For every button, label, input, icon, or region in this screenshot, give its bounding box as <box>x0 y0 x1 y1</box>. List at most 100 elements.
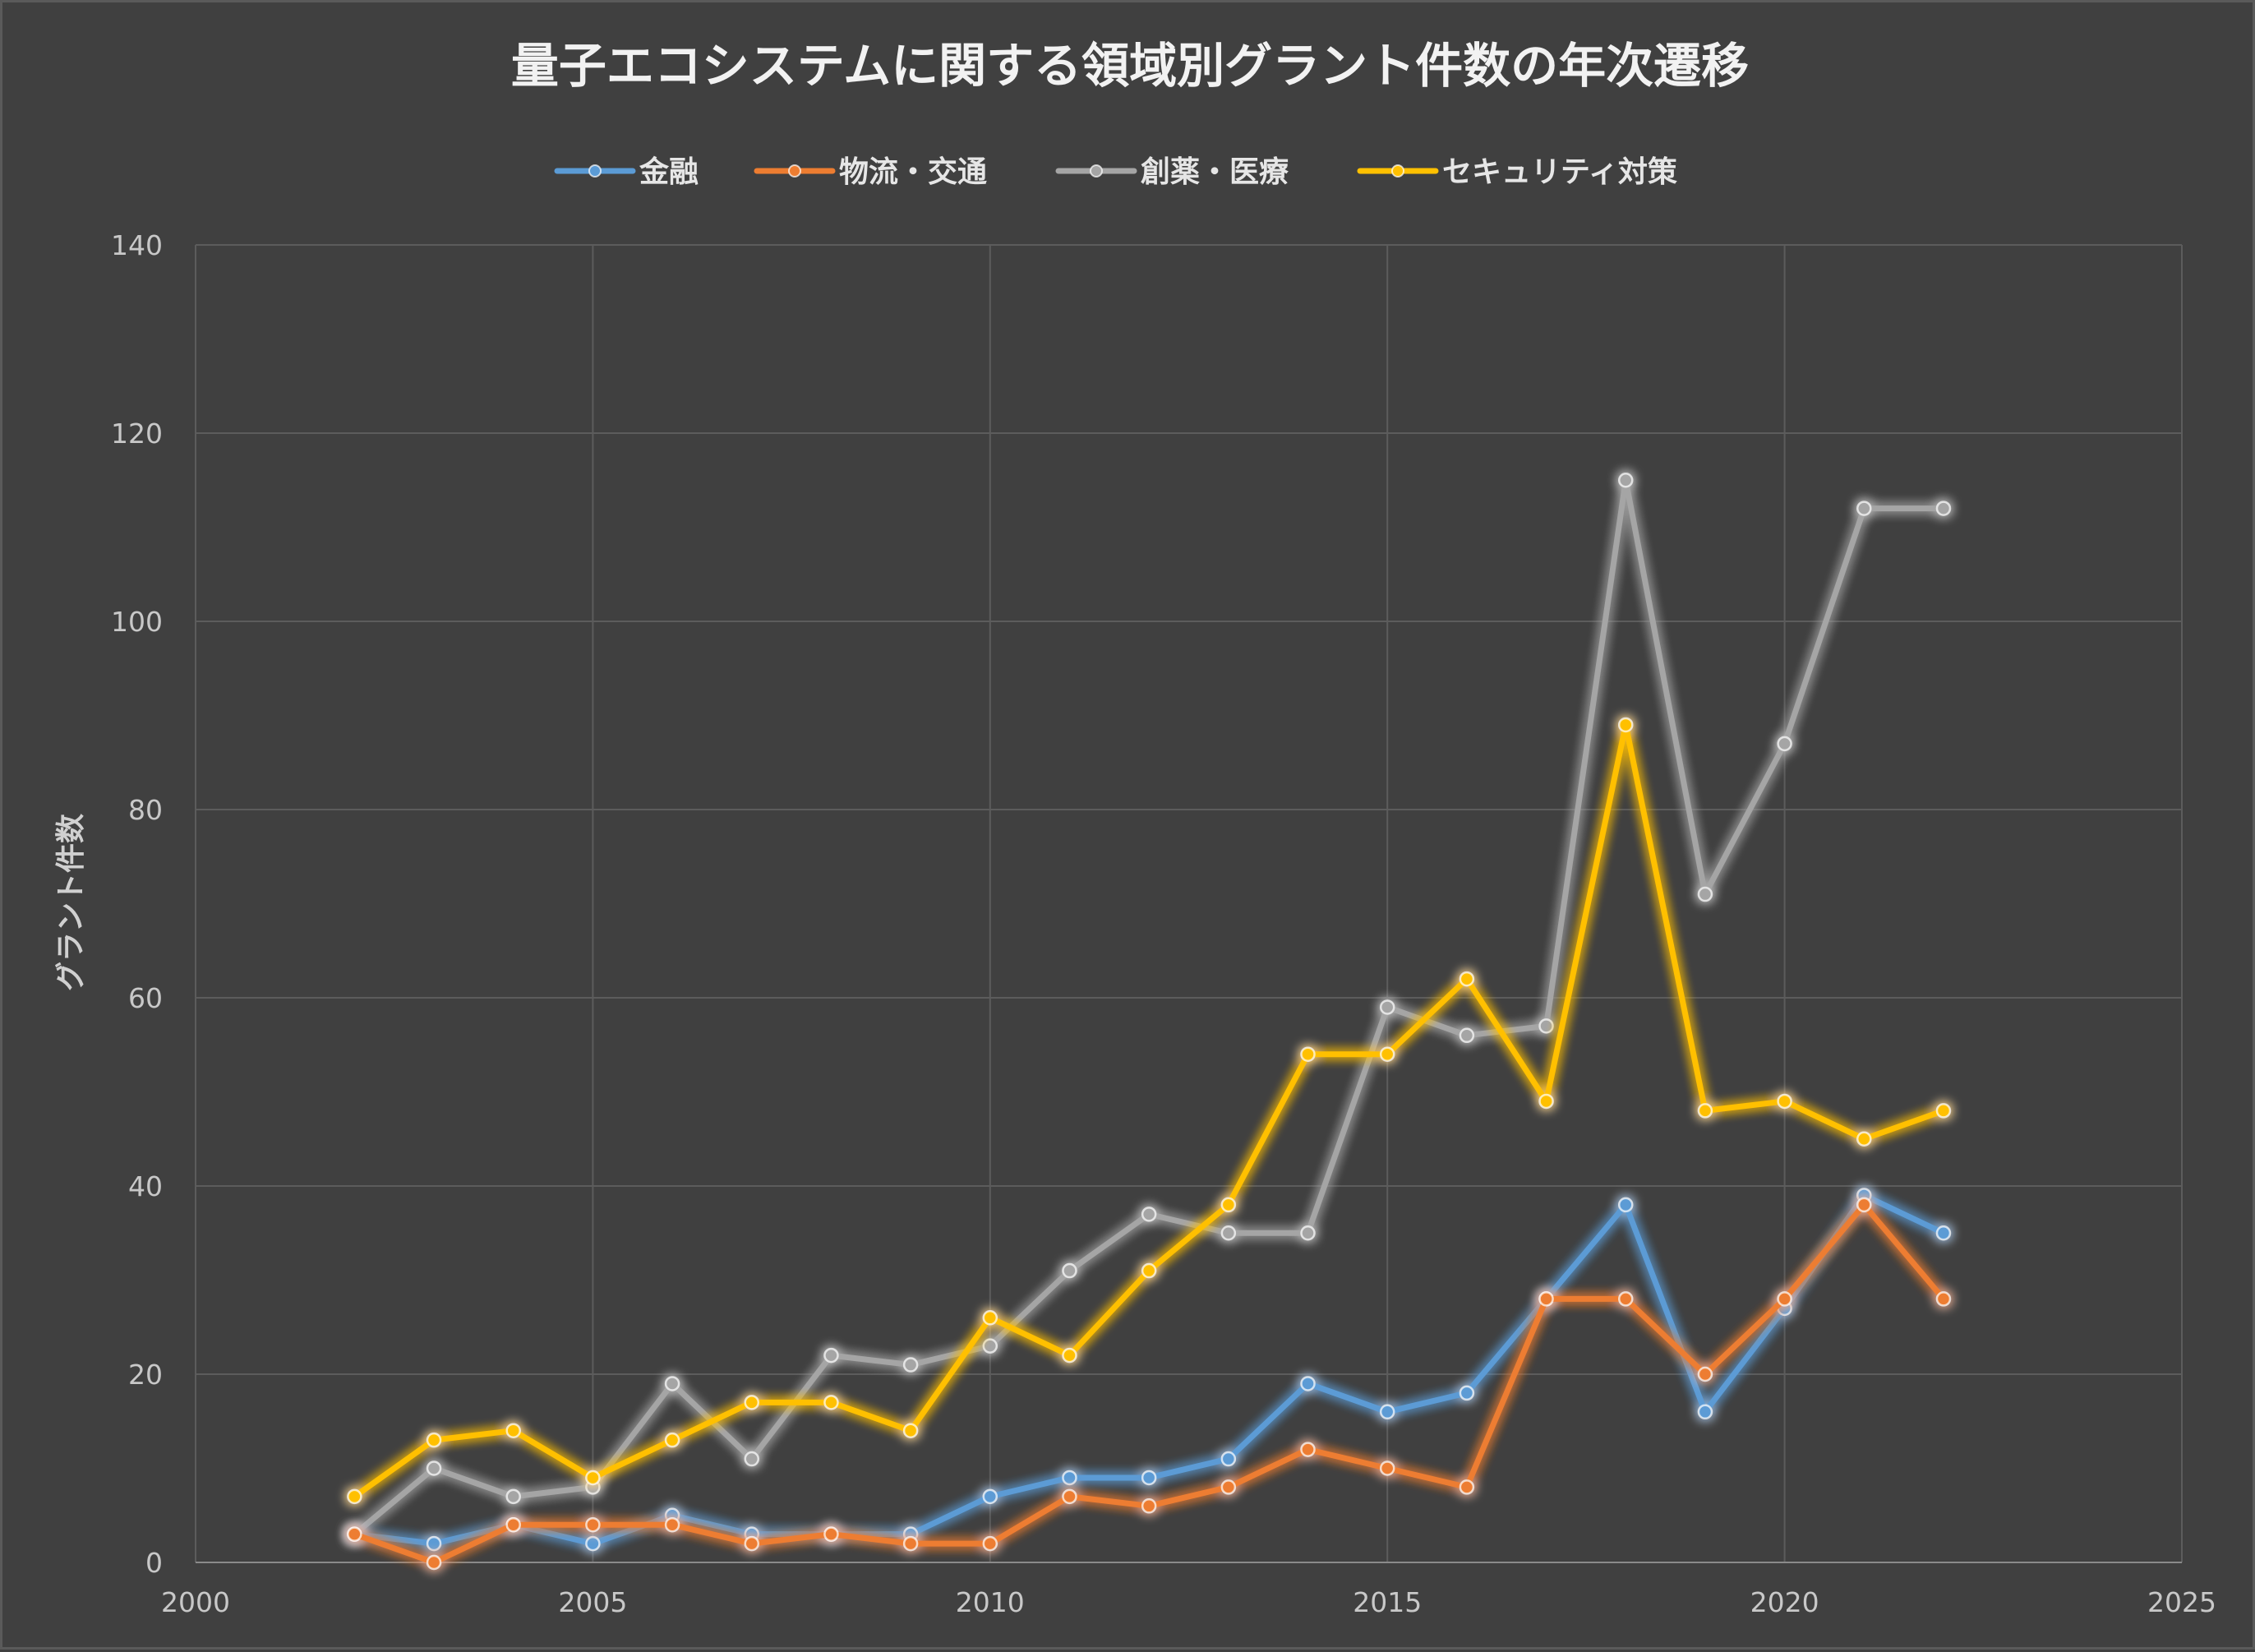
data-point <box>347 1526 362 1542</box>
data-point <box>1856 1131 1872 1147</box>
data-point <box>1300 1225 1316 1241</box>
data-point <box>1856 1197 1872 1213</box>
legend-label: 金融 <box>639 155 699 189</box>
data-point <box>1935 1225 1952 1241</box>
data-point <box>1538 1018 1554 1034</box>
data-point <box>1062 1488 1077 1505</box>
data-point <box>902 1535 919 1552</box>
data-point <box>1697 1366 1713 1382</box>
data-point <box>1459 1385 1475 1401</box>
data-point <box>1617 473 1634 488</box>
data-point <box>1697 1103 1713 1119</box>
legend-label: 創薬・医療 <box>1141 155 1289 189</box>
series-3 <box>347 717 1952 1505</box>
x-tick-label: 2010 <box>956 1586 1025 1618</box>
data-point <box>1379 1404 1395 1420</box>
y-tick-label: 20 <box>128 1359 163 1391</box>
data-point <box>1141 1470 1157 1486</box>
data-point <box>1379 1460 1395 1476</box>
y-tick-label: 100 <box>111 606 163 638</box>
data-point <box>1300 1376 1316 1391</box>
data-point <box>982 1535 998 1552</box>
data-point <box>505 1516 521 1533</box>
data-point <box>1697 886 1713 902</box>
data-point <box>426 1535 442 1552</box>
legend-label: セキュリティ対策 <box>1442 155 1677 189</box>
data-point <box>1141 1207 1157 1222</box>
data-point <box>744 1451 760 1467</box>
data-point <box>426 1460 442 1476</box>
data-point <box>1777 1291 1792 1307</box>
data-point <box>1300 1046 1316 1062</box>
data-point <box>1220 1197 1237 1213</box>
data-point <box>744 1535 760 1552</box>
x-tick-label: 2015 <box>1353 1586 1422 1618</box>
x-tick-label: 2025 <box>2147 1586 2216 1618</box>
data-point <box>585 1470 601 1486</box>
data-point <box>1141 1262 1157 1279</box>
data-point <box>585 1516 601 1533</box>
data-point <box>1538 1093 1554 1110</box>
data-point <box>1935 1103 1952 1119</box>
data-point <box>1220 1225 1237 1241</box>
legend-label: 物流・交通 <box>839 155 987 189</box>
data-point <box>1300 1442 1316 1457</box>
data-point <box>1379 999 1395 1015</box>
data-point <box>1459 971 1475 987</box>
data-point <box>1459 1479 1475 1495</box>
legend-item: 金融 <box>554 155 699 189</box>
data-point <box>1459 1027 1475 1044</box>
data-point <box>823 1526 839 1542</box>
series-1 <box>347 1197 1952 1571</box>
data-point <box>585 1535 601 1552</box>
legend-marker <box>1090 164 1103 178</box>
series-2 <box>347 473 1952 1542</box>
series-0 <box>347 1188 1952 1552</box>
x-tick-label: 2000 <box>161 1586 230 1618</box>
data-point <box>823 1395 839 1410</box>
data-point <box>505 1423 521 1438</box>
data-point <box>1777 1093 1792 1110</box>
data-point <box>426 1432 442 1448</box>
data-point <box>347 1488 362 1505</box>
chart-title: 量子エコシステムに関する領域別グラント件数の年次遷移 <box>511 38 1749 94</box>
legend-item: セキュリティ対策 <box>1357 155 1677 189</box>
data-point <box>1617 717 1634 733</box>
data-point <box>1935 501 1952 516</box>
y-tick-label: 140 <box>111 229 163 261</box>
data-point <box>664 1516 680 1533</box>
x-tick-labels: 2000 2005 2010 2015 2020 2025 <box>161 1586 2216 1618</box>
data-point <box>1220 1479 1237 1495</box>
data-point <box>1538 1291 1554 1307</box>
data-point <box>1062 1262 1077 1279</box>
x-tick-label: 2005 <box>558 1586 627 1618</box>
data-point <box>1141 1498 1157 1514</box>
gridlines <box>195 244 2183 1562</box>
data-point <box>1617 1291 1634 1307</box>
legend-marker <box>788 164 801 178</box>
data-point <box>1379 1046 1395 1062</box>
y-tick-label: 40 <box>128 1170 163 1202</box>
legend: 金融 物流・交通 創薬・医療 セキュリティ対策 <box>554 155 1677 189</box>
data-point <box>1617 1197 1634 1213</box>
y-tick-label: 0 <box>145 1547 163 1579</box>
data-point <box>982 1488 998 1505</box>
y-tick-label: 60 <box>128 982 163 1014</box>
data-point <box>823 1347 839 1364</box>
data-point <box>1856 501 1872 516</box>
data-point <box>1062 1470 1077 1486</box>
y-tick-label: 120 <box>111 418 163 450</box>
data-point <box>1697 1404 1713 1420</box>
data-point <box>1220 1451 1237 1467</box>
x-tick-label: 2020 <box>1750 1586 1819 1618</box>
data-point <box>505 1488 521 1505</box>
data-point <box>982 1310 998 1326</box>
y-tick-labels: 0 20 40 60 80 100 120 140 <box>111 229 163 1579</box>
legend-marker <box>1391 164 1404 178</box>
data-point <box>982 1338 998 1354</box>
data-point <box>664 1432 680 1448</box>
y-tick-label: 80 <box>128 794 163 826</box>
plot-area <box>347 473 1952 1571</box>
data-point <box>664 1376 680 1391</box>
